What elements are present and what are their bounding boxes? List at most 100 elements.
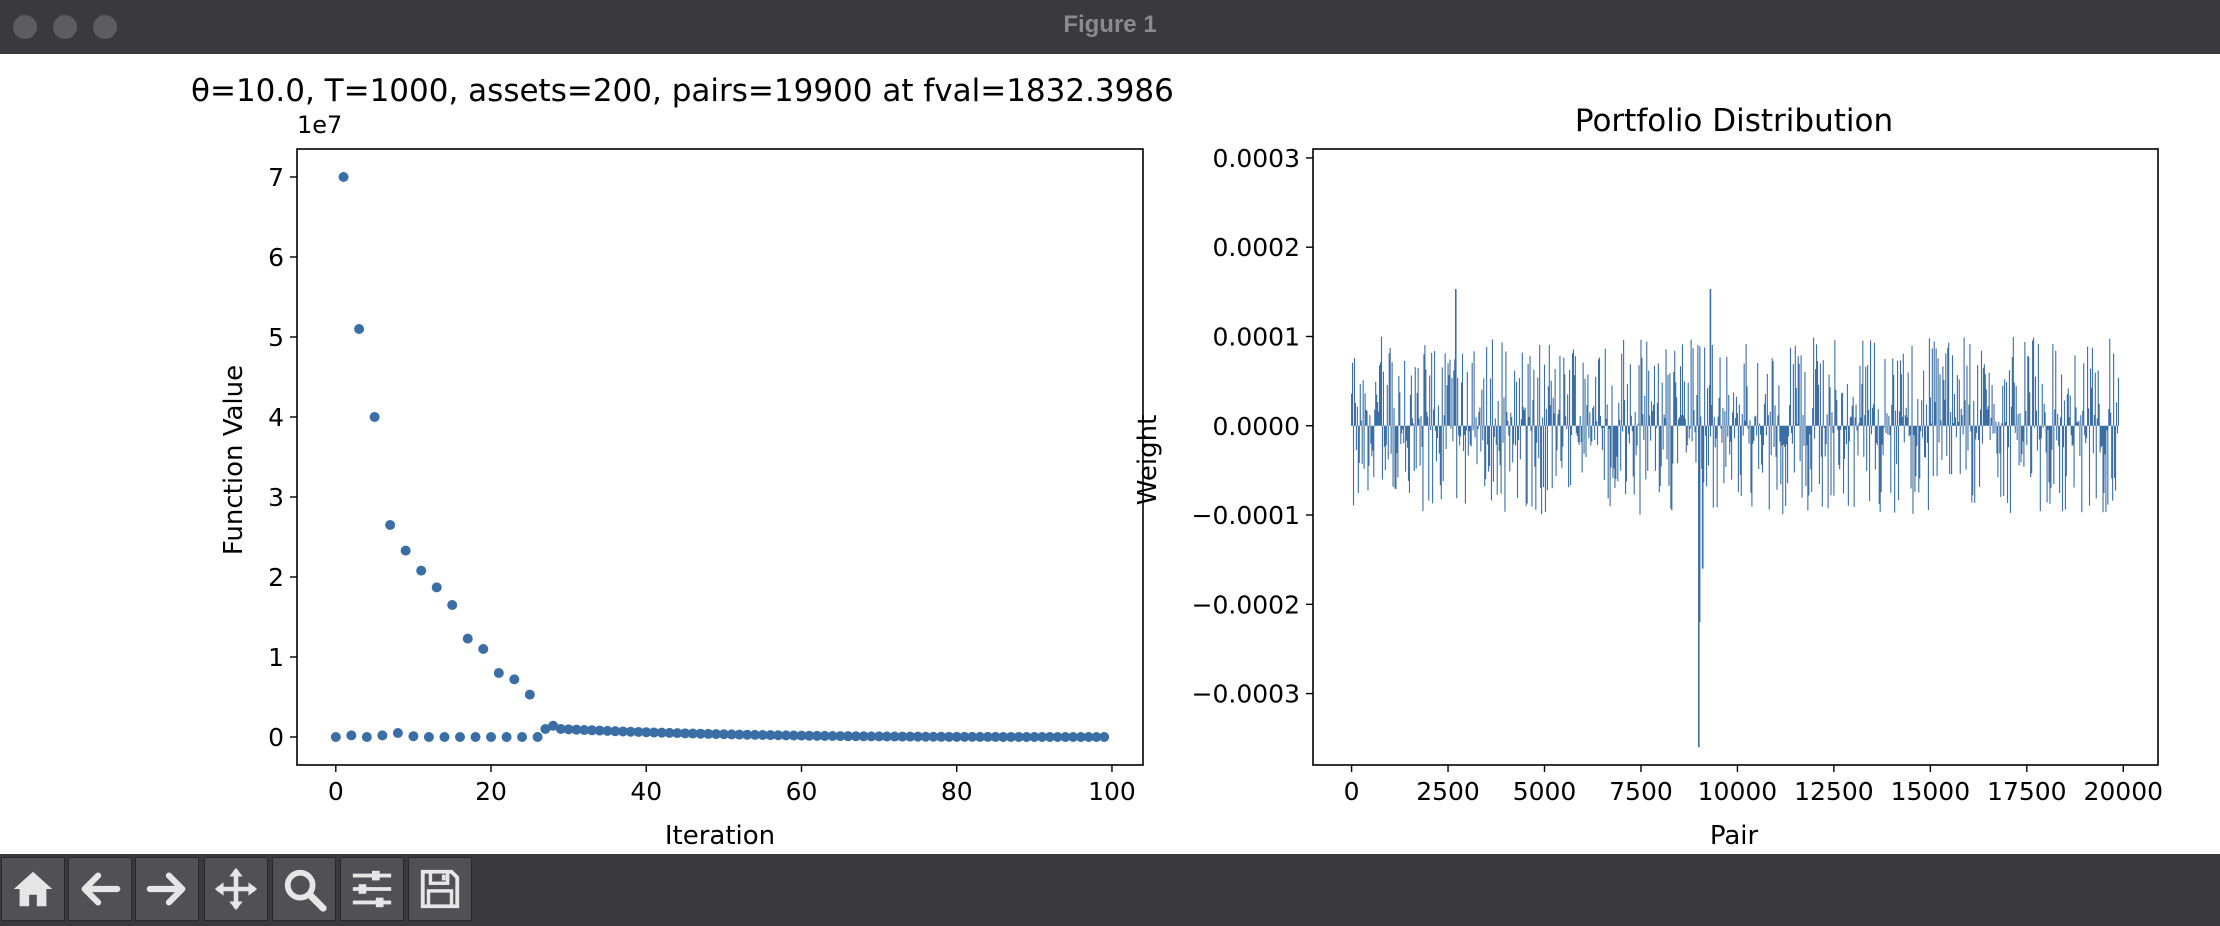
data-point <box>625 726 636 737</box>
data-point <box>897 731 908 742</box>
data-point <box>804 730 815 741</box>
data-point <box>967 731 978 742</box>
zoom-window-button[interactable] <box>93 15 117 39</box>
data-point <box>1083 731 1094 742</box>
data-point <box>874 731 885 742</box>
home-icon <box>13 871 53 907</box>
data-point <box>649 727 660 738</box>
figure-svg: θ=10.0, T=1000, assets=200, pairs=19900 … <box>191 73 2163 851</box>
forward-button[interactable] <box>135 857 199 921</box>
back-button[interactable] <box>68 857 132 921</box>
data-point <box>524 689 535 700</box>
data-point <box>726 729 737 740</box>
navigation-toolbar <box>0 854 2220 926</box>
data-point <box>850 731 861 742</box>
x-tick-label: 0 <box>1344 777 1360 806</box>
y-tick-label: 1 <box>268 643 284 672</box>
close-window-button[interactable] <box>13 15 37 39</box>
data-point <box>501 732 512 742</box>
data-point <box>338 172 349 182</box>
left-x-axis-label: Iteration <box>665 821 775 851</box>
home-button[interactable] <box>1 857 65 921</box>
save-button[interactable] <box>408 857 472 921</box>
data-point <box>975 731 986 742</box>
data-point <box>423 732 434 742</box>
data-point <box>579 724 590 735</box>
y-tick-label: 5 <box>268 323 284 352</box>
y-tick-label: 0 <box>268 723 284 752</box>
data-point <box>664 727 675 738</box>
x-tick-label: 7500 <box>1609 777 1673 806</box>
y-tick-label: 4 <box>268 403 284 432</box>
data-point <box>400 545 411 556</box>
data-point <box>1052 731 1063 742</box>
data-point <box>563 724 574 735</box>
zoom-magnifier-icon <box>284 869 327 912</box>
weight-bars <box>1351 336 2119 515</box>
x-tick-label: 17500 <box>1987 777 2067 806</box>
data-point <box>641 727 652 738</box>
x-tick-label: 10000 <box>1698 777 1778 806</box>
data-point <box>819 730 830 741</box>
zoom-button[interactable] <box>272 857 336 921</box>
right-plot-area[interactable]: 0 2500 5000 7500 10000 12500 15000 17500 20000 −0… <box>1192 144 2163 806</box>
data-point <box>330 732 341 742</box>
data-point <box>920 731 931 742</box>
configure-subplots-icon <box>352 870 392 908</box>
data-point <box>711 729 722 740</box>
x-tick-label: 20000 <box>2084 777 2164 806</box>
back-arrow-icon <box>81 872 121 906</box>
left-axes-frame <box>296 148 1144 766</box>
data-point <box>354 324 365 334</box>
data-point <box>594 725 605 736</box>
data-point <box>586 725 597 736</box>
left-y-offset-label: 1e7 <box>297 111 342 139</box>
data-point <box>633 726 644 737</box>
right-x-axis-label: Pair <box>1710 821 1759 851</box>
figure-canvas[interactable]: θ=10.0, T=1000, assets=200, pairs=19900 … <box>0 54 2220 854</box>
window-titlebar: Figure 1 <box>0 0 2220 54</box>
data-point <box>672 728 683 739</box>
x-tick-label: 12500 <box>1794 777 1874 806</box>
data-point <box>369 412 380 422</box>
data-point <box>1068 731 1079 742</box>
y-tick-label: 0.0002 <box>1213 233 1300 262</box>
data-point <box>392 728 403 738</box>
right-y-axis-label: Weight <box>1133 415 1163 506</box>
data-point <box>493 668 504 678</box>
data-point <box>780 730 791 741</box>
data-point <box>866 731 877 742</box>
data-point <box>408 731 419 742</box>
data-point <box>703 728 714 739</box>
data-point <box>827 731 838 741</box>
data-point <box>695 728 706 739</box>
window-title: Figure 1 <box>1063 11 1157 38</box>
data-point <box>734 729 745 740</box>
data-point <box>571 724 582 735</box>
data-point <box>796 730 807 741</box>
data-point <box>982 731 993 742</box>
right-chart-title: Portfolio Distribution <box>1575 103 1893 139</box>
data-point <box>454 732 465 742</box>
data-point <box>835 731 846 742</box>
data-point <box>928 731 939 742</box>
data-point <box>416 565 427 576</box>
x-tick-label: 2500 <box>1416 777 1480 806</box>
data-point <box>361 732 372 742</box>
y-tick-label: −0.0001 <box>1192 501 1300 530</box>
configure-subplots-button[interactable] <box>340 857 404 921</box>
data-point <box>462 633 473 644</box>
x-tick-label: 60 <box>786 777 818 806</box>
pan-button[interactable] <box>204 857 268 921</box>
left-plot-area[interactable]: 0 20 40 60 80 100 0 1 2 3 4 5 6 7 <box>268 148 1144 806</box>
data-point <box>905 731 916 742</box>
data-point <box>943 731 954 742</box>
data-point <box>990 731 1001 742</box>
data-point <box>788 730 799 741</box>
data-point <box>548 720 559 731</box>
data-point <box>470 732 481 742</box>
right-axes-frame <box>1312 148 2159 766</box>
x-tick-label: 40 <box>630 777 662 806</box>
minimize-window-button[interactable] <box>53 15 77 39</box>
x-tick-label: 15000 <box>1891 777 1971 806</box>
